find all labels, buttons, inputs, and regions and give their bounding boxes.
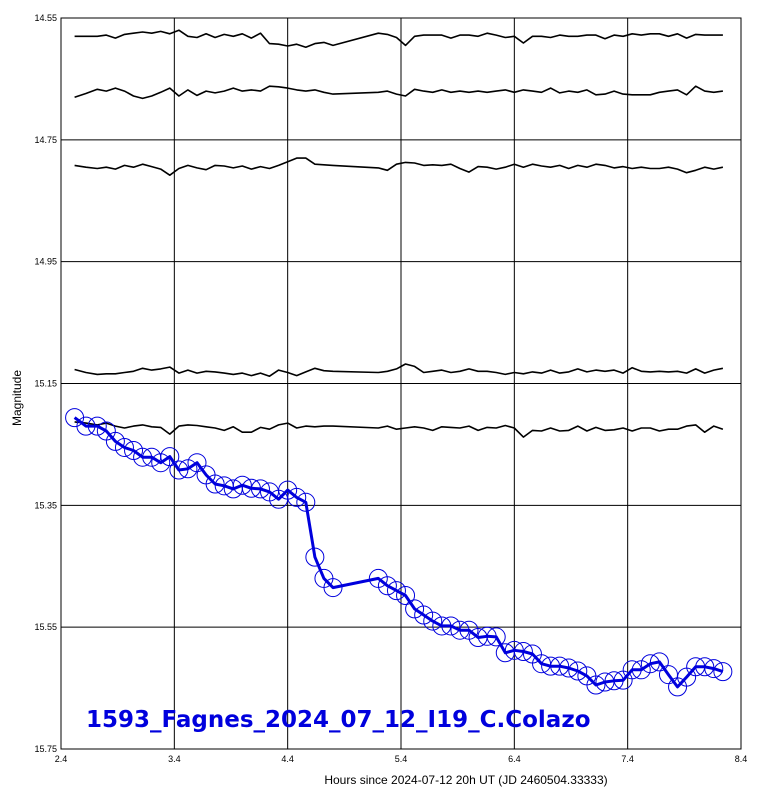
target-data-point: [640, 654, 660, 674]
target-data-point: [704, 659, 724, 679]
target-data-point: [76, 416, 96, 436]
target-data-point: [405, 599, 425, 619]
target-data-point: [432, 616, 452, 636]
target-data-point: [568, 661, 588, 681]
x-tick-label: 3.4: [168, 754, 181, 764]
target-data-point: [250, 479, 270, 499]
target-data-point: [513, 642, 533, 662]
target-data-point: [386, 581, 406, 601]
target-data-point: [87, 416, 107, 436]
y-tick-label: 15.15: [34, 379, 57, 389]
target-series-line: [73, 416, 724, 689]
x-tick-label: 7.4: [621, 754, 634, 764]
target-data-point: [713, 662, 733, 682]
comparison-series-line: [74, 85, 724, 100]
target-star-series: [65, 408, 733, 697]
x-tick-label: 2.4: [55, 754, 68, 764]
x-tick-label: 5.4: [395, 754, 408, 764]
target-data-point: [622, 660, 642, 680]
target-data-point: [504, 640, 524, 660]
y-axis-label: Magnitude: [10, 370, 24, 426]
target-data-point: [486, 627, 506, 647]
plot-frame: [60, 17, 742, 750]
y-tick-label: 14.75: [34, 135, 57, 145]
x-tick-label: 4.4: [281, 754, 294, 764]
target-data-point: [105, 431, 125, 451]
target-data-point: [377, 576, 397, 596]
target-data-point: [178, 459, 198, 479]
target-data-point: [559, 658, 579, 678]
target-data-point: [604, 671, 624, 691]
x-axis-label: Hours since 2024-07-12 20h UT (JD 246050…: [324, 773, 607, 787]
comparison-series-line: [74, 363, 724, 378]
target-data-point: [441, 616, 461, 636]
x-tick-labels: 2.4 3.4 4.4 5.4 6.4 7.4 8.4: [55, 754, 748, 764]
target-data-point: [133, 447, 153, 467]
target-data-point: [151, 453, 171, 473]
y-tick-label: 14.55: [34, 13, 57, 23]
target-data-point: [695, 657, 715, 677]
comparison-series-line: [74, 157, 724, 176]
target-data-point: [550, 656, 570, 676]
observation-annotation: 1593_Fagnes_2024_07_12_I19_C.Colazo: [86, 707, 591, 733]
target-data-point: [631, 660, 651, 680]
target-data-point: [241, 478, 261, 498]
target-data-point: [586, 675, 606, 695]
comparison-series-line: [74, 421, 724, 438]
target-data-point: [296, 492, 316, 512]
comparison-star-lines: [74, 29, 724, 438]
y-tick-label: 14.95: [34, 257, 57, 267]
target-data-point: [160, 447, 180, 467]
target-data-point: [305, 547, 325, 567]
target-data-point: [169, 460, 189, 480]
y-tick-label: 15.35: [34, 500, 57, 510]
y-tick-labels: 14.55 14.75 14.95 15.15 15.35 15.55 15.75: [34, 13, 57, 754]
target-data-point: [232, 475, 252, 495]
y-tick-label: 15.55: [34, 622, 57, 632]
target-data-point: [114, 437, 134, 457]
x-tick-label: 8.4: [735, 754, 748, 764]
x-tick-label: 6.4: [508, 754, 521, 764]
target-data-point: [396, 585, 416, 605]
target-data-point: [649, 652, 669, 672]
target-data-point: [323, 578, 343, 598]
target-data-point: [187, 453, 207, 473]
target-data-point: [205, 474, 225, 494]
grid-lines: [61, 18, 741, 749]
comparison-series-line: [74, 29, 723, 49]
target-data-point: [477, 626, 497, 646]
target-data-point: [423, 611, 443, 631]
target-data-point: [287, 487, 307, 507]
target-data-point: [450, 620, 470, 640]
target-data-point: [414, 605, 434, 625]
y-tick-label: 15.75: [34, 744, 57, 754]
